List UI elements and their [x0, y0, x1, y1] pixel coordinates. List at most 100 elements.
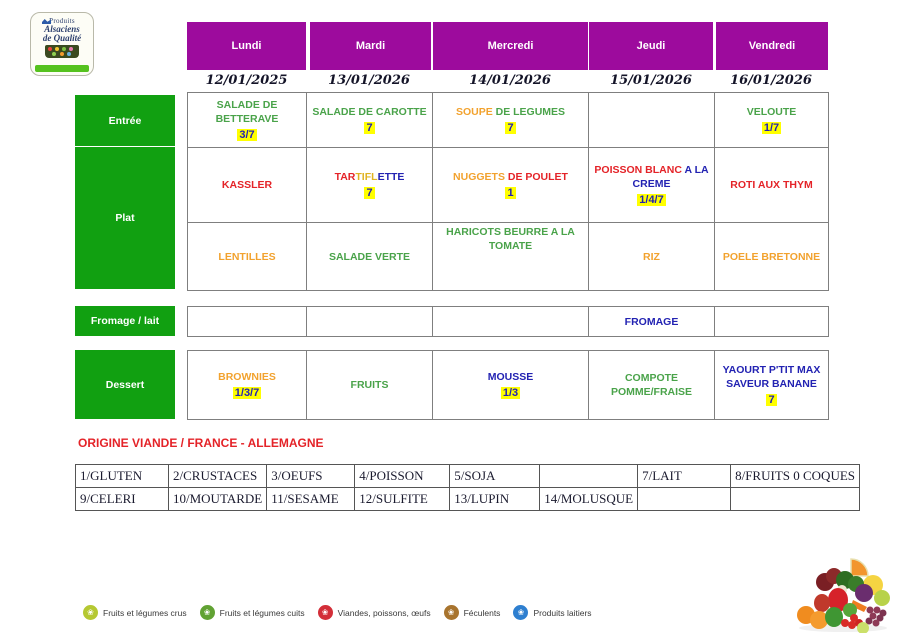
food-group-legend: ❀ Fruits et légumes crus ❀ Fruits et lég… — [83, 605, 592, 620]
plat-side-row: LENTILLES SALADE VERTE HARICOTS BEURRE A… — [187, 222, 829, 291]
day-label: Jeudi — [636, 40, 666, 52]
menu-cell-dessert-mercredi: MOUSSE 1/3 — [432, 350, 589, 420]
dish-name: FROMAGE — [624, 315, 679, 328]
logo-garden-icon — [45, 45, 79, 58]
menu-cell-fromage-vendredi — [714, 306, 829, 337]
dish-name: SALADE DE CAROTTE — [312, 106, 427, 118]
dish-name: POISSON BLANC A LA CREME — [594, 163, 709, 191]
menu-cell-fromage-mercredi — [432, 306, 589, 337]
allergen-cell: 9/CELERI — [75, 487, 169, 511]
menu-cell-dessert-mardi: FRUITS — [306, 350, 433, 420]
date-vendredi: 16/01/2026 — [730, 72, 812, 88]
food-group-dot-icon: ❀ — [199, 605, 215, 620]
menu-grid-fromage: FROMAGE — [187, 306, 829, 337]
day-label: Mardi — [355, 40, 386, 52]
date-lundi: 12/01/2025 — [205, 72, 288, 88]
menu-cell-side-vendredi: POELE BRETONNE — [714, 222, 829, 291]
flower-icon: ❀ — [203, 607, 211, 617]
dish-name: FRUITS — [350, 379, 389, 391]
dessert-row: BROWNIES 1/3/7 FRUITS MOUSSE 1/3 COMPOTE… — [187, 350, 829, 420]
flower-icon: ❀ — [321, 607, 329, 617]
row-label-plat: Plat — [75, 147, 175, 289]
day-header-jeudi: Jeudi — [589, 22, 713, 70]
dish-name: ROTI AUX THYM — [730, 179, 813, 191]
allergen-code: 3/7 — [237, 129, 257, 141]
logo-flag-icon — [42, 19, 51, 24]
origin-note: ORIGINE VIANDE / FRANCE - ALLEMAGNE — [78, 436, 324, 450]
allergen-row: 1/GLUTEN 2/CRUSTACES 3/OEUFS 4/POISSON 5… — [75, 464, 861, 488]
day-label: Lundi — [231, 40, 262, 52]
food-group-dot-icon: ❀ — [83, 605, 98, 620]
row-label-dessert: Dessert — [75, 350, 175, 419]
menu-cell-plat-mercredi: NUGGETS DE POULET 1 — [432, 147, 589, 223]
allergen-code: 7 — [364, 122, 375, 134]
allergen-cell: 2/CRUSTACES — [167, 464, 268, 488]
fruits-vegetables-image — [793, 553, 893, 636]
day-header-mercredi: Mercredi — [433, 22, 588, 70]
dish-name: SOUPE DE LEGUMES — [438, 105, 583, 119]
menu-cell-plat-jeudi: POISSON BLANC A LA CREME 1/4/7 — [588, 147, 715, 223]
legend-item: ❀ Viandes, poissons, œufs — [317, 605, 431, 620]
dish-name: MOUSSE — [487, 371, 534, 383]
allergen-cell: 5/SOJA — [449, 464, 541, 488]
day-header-lundi: Lundi — [187, 22, 306, 70]
allergen-cell: 13/LUPIN — [449, 487, 541, 511]
dish-name-part: POISSON BLANC — [594, 164, 682, 176]
allergen-cell: 8/FRUITS 0 COQUES — [730, 464, 861, 488]
allergen-code: 7 — [766, 394, 777, 406]
legend-label: Fruits et légumes cuits — [219, 607, 305, 618]
day-header-vendredi: Vendredi — [716, 22, 828, 70]
flower-icon: ❀ — [87, 607, 94, 617]
dish-name: HARICOTS BEURRE A LA TOMATE — [446, 226, 575, 252]
menu-cell-plat-vendredi: ROTI AUX THYM — [714, 147, 829, 223]
menu-cell-entree-lundi: SALADE DE BETTERAVE 3/7 — [187, 92, 307, 148]
allergen-cell — [730, 487, 861, 511]
dish-name: SALADE DE BETTERAVE — [215, 99, 279, 125]
allergen-cell: 11/SESAME — [266, 487, 356, 511]
allergen-cell: 7/LAIT — [637, 464, 732, 488]
menu-cell-fromage-mardi — [306, 306, 433, 337]
allergen-code: 1 — [505, 187, 516, 199]
date-jeudi: 15/01/2026 — [610, 72, 692, 88]
allergen-cell — [637, 487, 732, 511]
legend-label: Viandes, poissons, œufs — [337, 607, 431, 618]
row-label-fromage: Fromage / lait — [75, 306, 175, 336]
dish-name: BROWNIES — [218, 371, 276, 383]
legend-item: ❀ Fruits et légumes crus — [83, 605, 187, 620]
menu-cell-side-mercredi: HARICOTS BEURRE A LA TOMATE — [432, 222, 589, 291]
allergen-code: 1/3 — [500, 387, 521, 399]
dish-name-part: DE POULET — [504, 171, 568, 183]
logo-text: Alsaciens — [44, 24, 80, 34]
allergen-cell: 4/POISSON — [354, 464, 451, 488]
allergen-cell: 1/GLUTEN — [75, 464, 169, 488]
dish-name-part: DE LEGUMES — [492, 106, 566, 118]
legend-label: Produits laitiers — [533, 607, 592, 618]
date-mercredi: 14/01/2026 — [469, 72, 551, 88]
dish-name-part: A LA CREME — [632, 164, 709, 190]
logo-text: de Qualité — [42, 33, 82, 43]
menu-cell-side-mardi: SALADE VERTE — [306, 222, 433, 291]
logo-banner — [35, 65, 89, 72]
entree-row: SALADE DE BETTERAVE 3/7 SALADE DE CAROTT… — [187, 92, 829, 148]
legend-item: ❀ Fruits et légumes cuits — [199, 605, 305, 620]
menu-cell-dessert-jeudi: COMPOTE POMME/FRAISE — [588, 350, 715, 420]
menu-cell-entree-jeudi — [588, 92, 715, 148]
dish-name: COMPOTE POMME/FRAISE — [610, 372, 693, 398]
menu-cell-entree-mardi: SALADE DE CAROTTE 7 — [306, 92, 433, 148]
dish-name-part: SOUPE — [455, 106, 493, 118]
logo-text: Produits — [49, 17, 75, 25]
menu-grid-dessert: BROWNIES 1/3/7 FRUITS MOUSSE 1/3 COMPOTE… — [187, 350, 829, 420]
day-label: Vendredi — [748, 40, 796, 52]
dish-name: SALADE VERTE — [328, 250, 411, 263]
legend-label: Féculents — [463, 607, 501, 618]
legend-item: ❀ Féculents — [443, 605, 501, 620]
dish-name: YAOURT P'TIT MAX SAVEUR BANANE — [722, 364, 821, 390]
dish-name: NUGGETS DE POULET — [438, 170, 583, 184]
menu-cell-plat-lundi: KASSLER — [187, 147, 307, 223]
dish-name: KASSLER — [221, 179, 273, 191]
menu-cell-fromage-lundi — [187, 306, 307, 337]
menu-cell-dessert-lundi: BROWNIES 1/3/7 — [187, 350, 307, 420]
flower-icon: ❀ — [447, 607, 455, 617]
food-group-dot-icon: ❀ — [443, 605, 459, 620]
